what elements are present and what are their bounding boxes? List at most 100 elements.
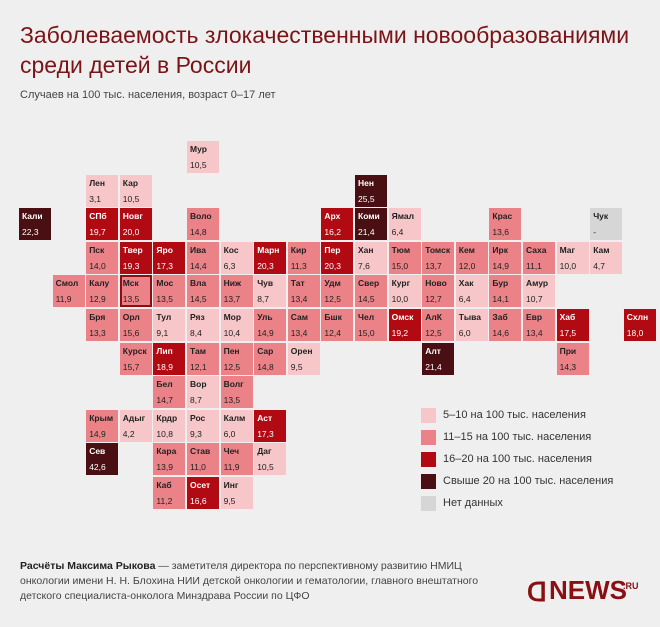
region-value: 7,6	[358, 260, 370, 271]
region-label: Став	[190, 446, 211, 457]
region-value: 3,1	[89, 193, 102, 204]
region-label: Лен	[89, 177, 106, 188]
region-tile: Мос 13,5	[153, 275, 186, 308]
region-label: Нен	[358, 177, 374, 188]
region-value: 20,0	[122, 227, 140, 238]
region-label: Хаб	[559, 312, 576, 322]
region-label: Пск	[89, 244, 105, 255]
chart-subtitle: Случаев на 100 тыс. населения, возраст 0…	[20, 89, 276, 101]
region-tile: Хаб 17,5	[556, 309, 589, 341]
chart-title: Заболеваемость злокачественными новообра…	[20, 22, 630, 78]
region-label: Калу	[89, 278, 110, 289]
legend-label: 16–20 на 100 тыс. населения	[443, 453, 593, 465]
region-value: 10,5	[190, 160, 207, 170]
region-tile: Заб 14,6	[489, 309, 522, 341]
legend-label: 5–10 на 100 тыс. населения	[443, 409, 586, 421]
region-value: 12,0	[458, 260, 476, 271]
region-label: Ниж	[223, 278, 241, 289]
region-label: Пер	[324, 244, 341, 255]
region-value: 13,3	[89, 328, 106, 338]
region-value: 13,5	[156, 294, 173, 305]
region-tile: Калм 6,0	[220, 409, 253, 442]
logo-word: NEWS	[549, 575, 627, 605]
legend-label: Нет данных	[443, 497, 503, 509]
region-value: 13,4	[526, 328, 543, 338]
region-value: 10,0	[559, 260, 577, 271]
legend-item: 11–15 на 100 тыс. населения	[421, 430, 641, 446]
region-value: -	[593, 227, 597, 238]
region-label: Лип	[156, 345, 173, 356]
region-label: Каб	[156, 480, 172, 490]
region-label: Схлн	[626, 312, 649, 322]
region-value: 12,4	[324, 328, 341, 338]
region-label: Тюм	[391, 244, 411, 255]
region-label: Смол	[55, 278, 79, 289]
region-tile: Твер 19,3	[119, 241, 152, 274]
region-label: Арх	[324, 211, 341, 222]
region-label: Сам	[290, 312, 309, 322]
region-value: 19,7	[89, 227, 106, 238]
region-value: 10,5	[257, 462, 274, 473]
region-label: Орл	[122, 312, 140, 322]
region-tile: Крас 13,6	[489, 208, 522, 241]
region-label: Бур	[492, 278, 509, 289]
region-label: Алт	[425, 345, 441, 356]
region-label: Коми	[358, 211, 380, 222]
region-value: 22,3	[22, 227, 39, 238]
region-label: Мск	[122, 278, 139, 289]
region-label: Курск	[122, 345, 147, 356]
region-tile: Адыг 4,2	[119, 409, 152, 442]
region-tile: Лен 3,1	[86, 174, 119, 207]
region-tile: Кос 6,3	[220, 241, 253, 274]
region-label: Чув	[257, 278, 274, 289]
region-tile: Мур 10,5	[187, 141, 219, 173]
legend-item: Свыше 20 на 100 тыс. населения	[421, 474, 641, 490]
region-label: Томск	[425, 244, 451, 255]
region-value: 14,9	[492, 260, 509, 271]
region-value: 18,9	[156, 361, 173, 372]
region-tile: Мор 10,4	[220, 309, 253, 341]
region-tile: Кир 11,3	[287, 241, 320, 274]
region-tile: Смол 11,9	[52, 275, 85, 308]
region-value: 15,7	[122, 361, 140, 372]
region-label: Кар	[122, 177, 139, 188]
region-label: Аст	[257, 412, 273, 423]
region-value: 9,5	[223, 496, 236, 506]
region-value: 14,1	[492, 294, 509, 305]
region-label: Тул	[156, 312, 172, 322]
region-value: 14,9	[89, 428, 106, 439]
region-value: 19,3	[122, 260, 140, 271]
region-label: Вор	[190, 379, 207, 390]
region-value: 14,5	[358, 294, 375, 305]
region-tile: Пен 12,5	[220, 342, 253, 375]
legend-swatch	[421, 452, 436, 467]
region-value: 21,4	[358, 227, 375, 238]
region-label: Калм	[223, 412, 246, 423]
region-value: 14,0	[89, 260, 106, 271]
region-tile: Чел 15,0	[355, 309, 387, 341]
region-label: Уль	[257, 312, 273, 322]
region-label: Инг	[223, 480, 239, 490]
region-value: 21,4	[425, 361, 442, 372]
region-value: 8,7	[257, 294, 270, 305]
region-tile: Кар 10,5	[119, 174, 152, 207]
region-value: 14,7	[156, 395, 173, 406]
region-label: Ряз	[190, 312, 205, 322]
region-tile: Томск 13,7	[422, 241, 455, 274]
region-tile: Орл 15,6	[119, 309, 152, 341]
region-value: 15,0	[358, 328, 375, 338]
region-tile: Сам 13,4	[287, 309, 320, 341]
footer-credit: Расчёты Максима Рыкова — заметителя дире…	[20, 559, 500, 604]
footer-author: Расчёты Максима Рыкова	[20, 560, 156, 572]
region-value: 15,6	[122, 328, 140, 338]
region-value: 18,0	[626, 328, 644, 338]
region-value: 6,4	[391, 227, 404, 238]
region-tile: Саха 11,1	[523, 241, 555, 274]
region-tile: Ирк 14,9	[489, 241, 522, 274]
region-tile: Крым 14,9	[86, 409, 119, 442]
region-tile: Ряз 8,4	[187, 309, 219, 341]
region-value: 13,4	[290, 294, 308, 305]
region-tile: Хан 7,6	[355, 241, 387, 274]
region-label: Хан	[358, 244, 374, 255]
region-tile: Уль 14,9	[254, 309, 287, 341]
